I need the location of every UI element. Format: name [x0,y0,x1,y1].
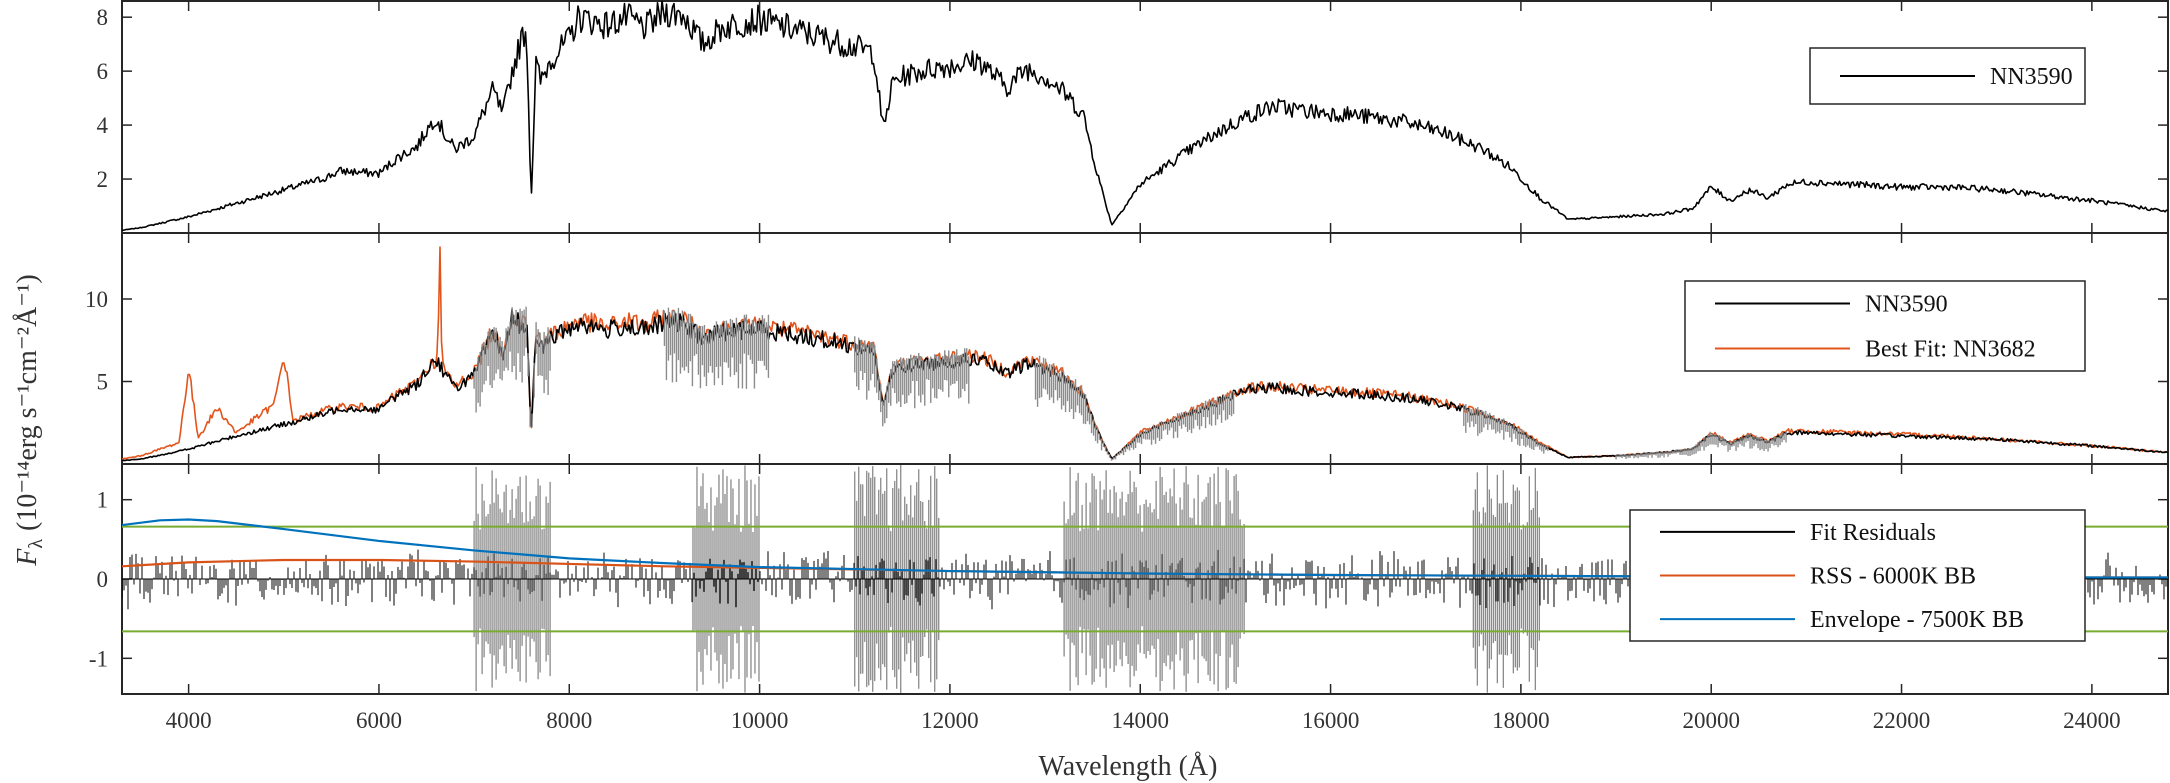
legend-label: Best Fit: NN3682 [1865,337,2036,363]
svg-text:Fλ(10⁻¹⁴erg s⁻¹cm⁻²Å⁻¹): Fλ (10⁻¹⁴erg s⁻¹cm⁻²Å⁻¹) [12,274,47,567]
legend-middle: NN3590 Best Fit: NN3682 [1684,280,2086,372]
x-tick-label: 10000 [731,708,789,733]
legend-label: Envelope - 7500K BB [1810,607,2024,633]
y-tick-label: 2 [97,167,109,192]
x-tick-label: 14000 [1111,708,1169,733]
plot-area-middle [122,246,2168,462]
series-middle-best-fit-nn3682 [122,246,2168,460]
series-top-nn3590 [122,1,2168,232]
telluric-overlay [473,306,1787,461]
y-tick-label: 0 [97,567,109,592]
x-tick-label: 22000 [1873,708,1931,733]
x-axis-title: Wavelength (Å) [1039,751,1218,782]
x-tick-label: 8000 [546,708,592,733]
y-tick-label: 6 [97,59,109,84]
panel-bottom: -1 0 1 Fit Residuals RSS - 6000K BB Envelope … [89,463,2169,695]
panel-top: 2 4 6 8 NN3590 [97,0,2169,234]
x-tick-label: 4000 [166,708,212,733]
x-tick-label: 6000 [356,708,402,733]
y-axis-title-units: (10⁻¹⁴erg s⁻¹cm⁻²Å⁻¹) [12,274,43,531]
legend-label: NN3590 [1990,64,2073,90]
legend-bottom: Fit Residuals RSS - 6000K BB Envelope - 75… [1629,509,2086,642]
y-tick-label: -1 [89,646,108,671]
plot-area-top [122,1,2168,232]
y-axis-title-subscript: λ [25,539,47,549]
legend-box [1684,280,2086,372]
x-tick-label: 20000 [1682,708,1740,733]
x-tick-label: 12000 [921,708,979,733]
x-axis-ticks: 4000 6000 8000 10000 12000 14000 16000 18000 200… [166,1,2121,733]
x-tick-label: 24000 [2063,708,2121,733]
panel-frame-top [121,0,2169,234]
panel-middle: 5 10 NN3590 Best Fit: NN3682 [85,232,2169,465]
y-tick-label: 10 [85,287,108,312]
x-tick-label: 16000 [1302,708,1360,733]
legend-label: Fit Residuals [1810,520,1936,546]
y-tick-label: 4 [97,113,109,138]
y-axis-title: Fλ (10⁻¹⁴erg s⁻¹cm⁻²Å⁻¹) [12,274,47,567]
y-tick-label: 1 [97,488,109,513]
x-tick-label: 18000 [1492,708,1550,733]
y-tick-label: 5 [97,370,109,395]
legend-label: RSS - 6000K BB [1810,564,1976,590]
y-axis-title-symbol: F [12,548,43,567]
y-tick-label: 8 [97,5,109,30]
legend-label: NN3590 [1865,292,1948,318]
legend-top: NN3590 [1809,47,2086,105]
